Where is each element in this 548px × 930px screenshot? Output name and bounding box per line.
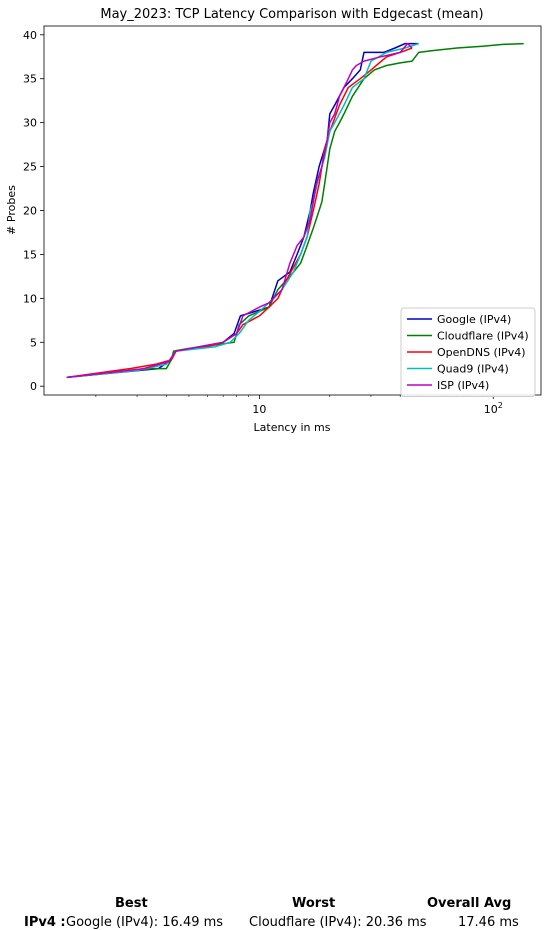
latency-chart: May_2023: TCP Latency Comparison with Ed… [5, 7, 542, 434]
legend-label: Cloudflare (IPv4) [437, 330, 529, 343]
y-tick-label: 0 [30, 380, 37, 393]
legend-label: Quad9 (IPv4) [437, 363, 509, 376]
y-tick-label: 20 [23, 205, 37, 218]
series-line-1 [66, 42, 419, 379]
y-axis-label: # Probes [5, 185, 18, 235]
summary-overall-value: 17.46 ms [458, 915, 519, 930]
chart-title: May_2023: TCP Latency Comparison with Ed… [100, 7, 483, 22]
legend-box [400, 307, 536, 397]
figure: May_2023: TCP Latency Comparison with Ed… [5, 7, 542, 930]
y-tick-label: 40 [23, 29, 37, 42]
x-tick-label: 10 [252, 403, 266, 416]
series-line-5 [66, 42, 413, 379]
y-tick-label: 25 [23, 161, 37, 174]
summary-best-value: Google (IPv4): 16.49 ms [66, 915, 224, 930]
summary-header-worst: Worst [292, 896, 336, 911]
summary-row-label: IPv4 : [24, 915, 66, 930]
series-line-4 [66, 42, 419, 379]
legend-label: Google (IPv4) [437, 313, 511, 326]
y-tick-label: 30 [23, 117, 37, 130]
legend-label: OpenDNS (IPv4) [437, 346, 526, 359]
y-tick-label: 5 [30, 336, 37, 349]
y-tick-label: 15 [23, 248, 37, 261]
x-axis-label: Latency in ms [254, 421, 331, 434]
x-tick-label: 102 [484, 401, 503, 416]
summary-worst-value: Cloudflare (IPv4): 20.36 ms [249, 915, 427, 930]
y-tick-label: 10 [23, 292, 37, 305]
summary-header-best: Best [115, 896, 148, 911]
legend-label: ISP (IPv4) [437, 379, 489, 392]
summary-header-overall: Overall Avg [427, 896, 512, 911]
y-tick-label: 35 [23, 73, 37, 86]
